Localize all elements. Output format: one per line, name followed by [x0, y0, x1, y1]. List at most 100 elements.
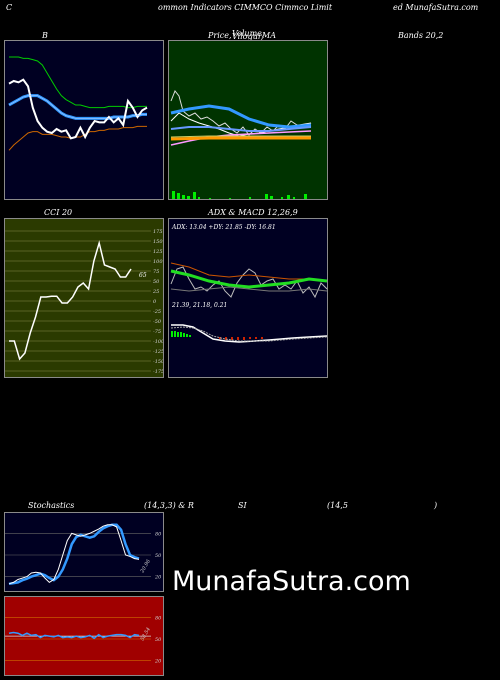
volume-bar — [281, 197, 283, 199]
stoch-title: Stochastics — [28, 501, 75, 510]
stoch-d-line — [8, 523, 140, 586]
cci-tick-label: -25 — [153, 309, 161, 315]
adx-title: ADX & MACD 12,26,9 — [208, 208, 298, 217]
cci-tick-label: 125 — [153, 249, 163, 255]
volume-bar — [293, 197, 295, 199]
rsi-current-value: 58.54 — [140, 627, 152, 642]
macd-histogram-bar — [180, 332, 182, 337]
cci-tick-label: -100 — [153, 339, 164, 345]
macd-histogram-bar — [174, 331, 176, 337]
volume-bar — [198, 197, 200, 199]
volume-bar — [304, 194, 307, 199]
rsi-tick-label: 50 — [155, 637, 162, 643]
macd-readout: 21.39, 21.18, 0.21 — [171, 302, 227, 309]
header-center: ommon Indicators CIMMCO Cimmco Limit — [158, 3, 333, 12]
adx-macd-panel: ADX: 13.04 +DY: 21.85 -DY: 16.81 21.39, … — [168, 218, 328, 378]
stoch-tick-label: 20 — [154, 575, 162, 581]
volume-bar — [182, 195, 185, 199]
volume-title: Volume, — [232, 29, 265, 38]
macd-histogram-bar — [171, 331, 173, 337]
volume-bars — [172, 191, 307, 199]
watermark: MunafaSutra.com — [172, 566, 411, 597]
bollinger-upper-band — [9, 56, 147, 109]
bollinger-price-line — [8, 78, 148, 140]
cci-tick-label: 150 — [153, 239, 163, 245]
macd-histogram-bar — [189, 335, 191, 337]
ma-line-blue-1 — [170, 104, 312, 129]
rsi-params: (14,5 — [327, 501, 348, 510]
adx-readout: ADX: 13.04 +DY: 21.85 -DY: 16.81 — [171, 224, 276, 231]
macd-histogram-bar — [177, 332, 179, 337]
volume-bar — [287, 195, 290, 199]
cci-panel: 175 150 125 100 75 50 25 0 -25 -50 -75 -100 -125 -150… — [4, 218, 164, 378]
macd-histogram — [171, 331, 191, 337]
macd-histogram-bar — [183, 333, 185, 337]
cci-line — [9, 240, 132, 361]
ma-line-yellow — [170, 135, 311, 138]
stoch-tick-label: 50 — [155, 553, 162, 559]
price-title: Price, — [208, 31, 232, 40]
macd-histogram-bar — [243, 337, 245, 340]
adx-gray-line — [170, 286, 327, 292]
cci-tick-label: 50 — [153, 279, 160, 285]
volume-bar — [209, 198, 211, 199]
rsi-chart: 80 50 20 58.54 — [5, 615, 162, 665]
stoch-tick-label: 80 — [155, 531, 162, 537]
adx-macd-chart: ADX: 13.04 +DY: 21.85 -DY: 16.81 21.39, … — [170, 224, 327, 343]
ma-title: MA — [262, 31, 276, 40]
rsi-panel: 80 50 20 58.54 — [4, 596, 164, 676]
cci-title: CCI 20 — [44, 208, 73, 217]
volume-bar — [229, 198, 231, 199]
macd-histogram-bar — [237, 337, 239, 340]
macd-histogram-neg — [219, 337, 263, 340]
bands-title: Bands 20,2 — [398, 31, 444, 40]
cci-tick-label: 100 — [153, 259, 163, 265]
stoch-params: (14,3,3) & R — [144, 501, 194, 510]
bollinger-lower-band — [8, 125, 147, 151]
stoch-k-line — [8, 524, 140, 585]
volume-title-overlap: Vilogur, — [232, 32, 264, 41]
bollinger-chart — [8, 56, 148, 151]
stochastics-panel: 80 50 20 20.96 — [4, 512, 164, 592]
macd-histogram-bar — [249, 337, 251, 339]
cci-tick-label: -125 — [153, 349, 164, 355]
rsi-line — [8, 631, 140, 640]
stoch-current-value: 20.96 — [139, 558, 152, 575]
cci-tick-label: 75 — [153, 269, 159, 275]
ma-line-blue-2 — [170, 126, 312, 132]
volume-bar — [193, 192, 196, 199]
volume-bar — [187, 196, 190, 199]
bollinger-title: B — [42, 31, 48, 40]
macd-histogram-bar — [219, 337, 221, 339]
ma-line-orange — [170, 136, 311, 141]
cci-tick-label: 0 — [153, 299, 157, 305]
volume-bar — [172, 191, 175, 199]
volume-bar — [249, 197, 251, 199]
volume-bar — [177, 193, 180, 199]
rsi-tick-label: 80 — [155, 615, 162, 621]
macd-histogram-bar — [255, 337, 257, 339]
cci-tick-label: -50 — [153, 319, 162, 325]
volume-bar — [270, 196, 273, 199]
macd-histogram-bar — [231, 337, 233, 340]
rsi-tick-label: 20 — [154, 659, 162, 665]
cci-chart: 175 150 125 100 75 50 25 0 -25 -50 -75 -100 -125 -150… — [5, 229, 164, 375]
macd-histogram-bar — [261, 337, 263, 339]
macd-histogram-bar — [186, 334, 188, 337]
cci-tick-label: -75 — [153, 329, 161, 335]
bollinger-middle-band-inner — [8, 95, 147, 119]
cci-tick-label: -175 — [153, 369, 164, 375]
bollinger-panel — [4, 40, 164, 200]
volume-bar — [265, 194, 268, 199]
cci-current-value: 65 — [139, 272, 147, 279]
price-ma-panel — [168, 40, 328, 200]
cci-tick-label: 175 — [153, 229, 163, 235]
rsi-params-close: ) — [434, 501, 438, 510]
macd-line — [171, 324, 327, 343]
macd-histogram-bar — [225, 337, 227, 340]
header-left: C — [6, 3, 13, 12]
macd-signal-line — [170, 326, 327, 342]
adx-white-line — [170, 266, 327, 299]
ma-line-pink — [170, 130, 312, 146]
